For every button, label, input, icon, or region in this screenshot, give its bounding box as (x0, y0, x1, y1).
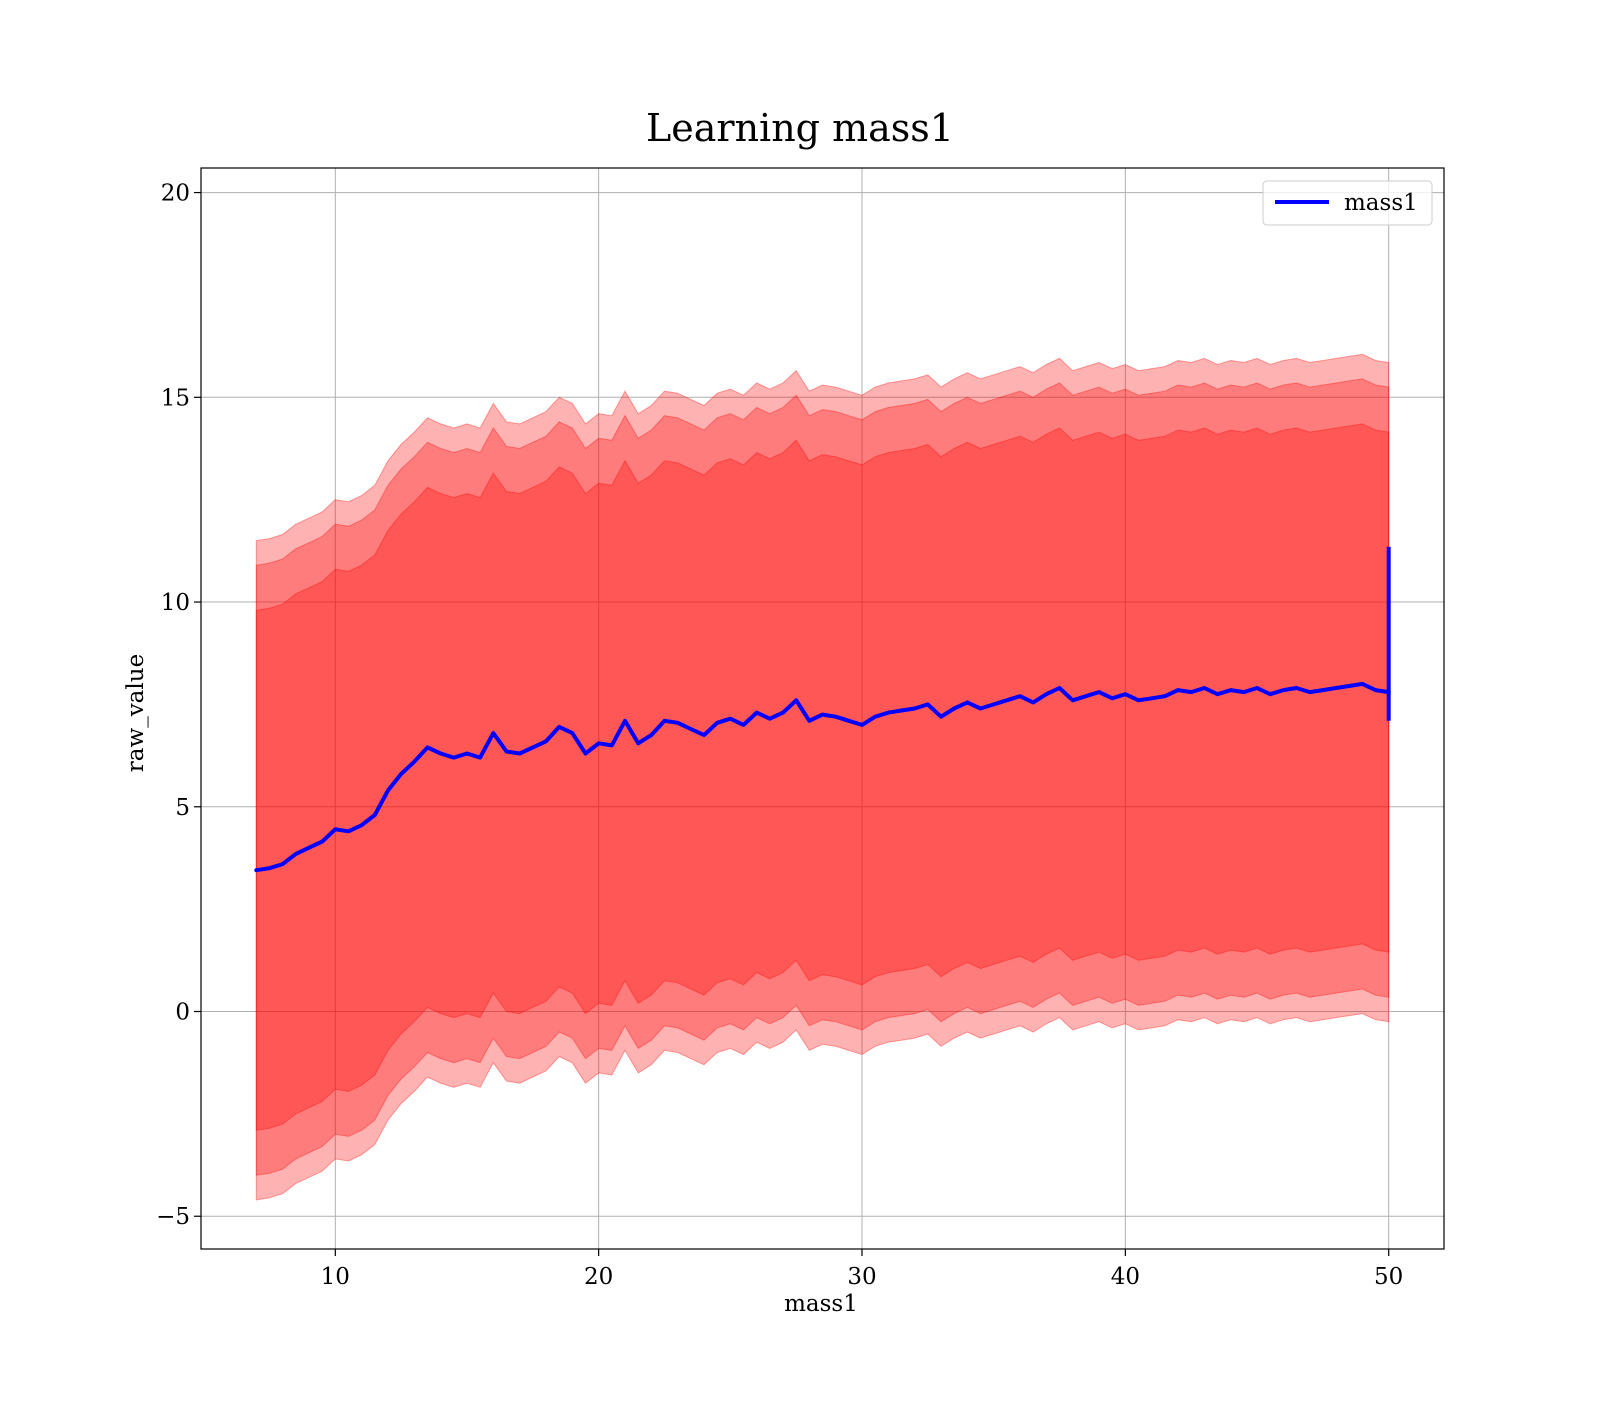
x-axis-label: mass1 (784, 1291, 858, 1317)
x-tick-label: 40 (1111, 1264, 1140, 1290)
confidence-band-1 (255, 353, 1390, 1201)
x-tick-label: 10 (321, 1264, 350, 1290)
plot-frame (200, 167, 1445, 1250)
y-tick-label: −5 (156, 1204, 190, 1230)
y-tick-label: 10 (161, 590, 190, 616)
x-tick-label: 30 (847, 1264, 876, 1290)
y-tick-label: 15 (161, 385, 190, 411)
confidence-bands (255, 353, 1390, 1201)
y-axis-label: raw_value (123, 654, 149, 772)
series-lines (254, 546, 1391, 873)
legend-label-mass1: mass1 (1344, 190, 1418, 216)
y-tick-label: 5 (175, 795, 190, 821)
y-tick-label: 0 (175, 1000, 190, 1026)
confidence-band-3 (255, 423, 1390, 1131)
x-tick-label: 50 (1374, 1264, 1403, 1290)
series-line-mass1 (254, 681, 1391, 873)
legend-box (1262, 180, 1433, 226)
y-tick-label: 20 (161, 181, 190, 207)
legend: mass1 (1262, 180, 1433, 226)
chart-title: Learning mass1 (646, 106, 954, 150)
axis-ticks: 10 20 30 40 50 −5 0 5 10 15 20 (156, 181, 1403, 1290)
grid (201, 168, 1444, 1249)
confidence-band-2 (255, 378, 1390, 1176)
x-tick-label: 20 (584, 1264, 613, 1290)
